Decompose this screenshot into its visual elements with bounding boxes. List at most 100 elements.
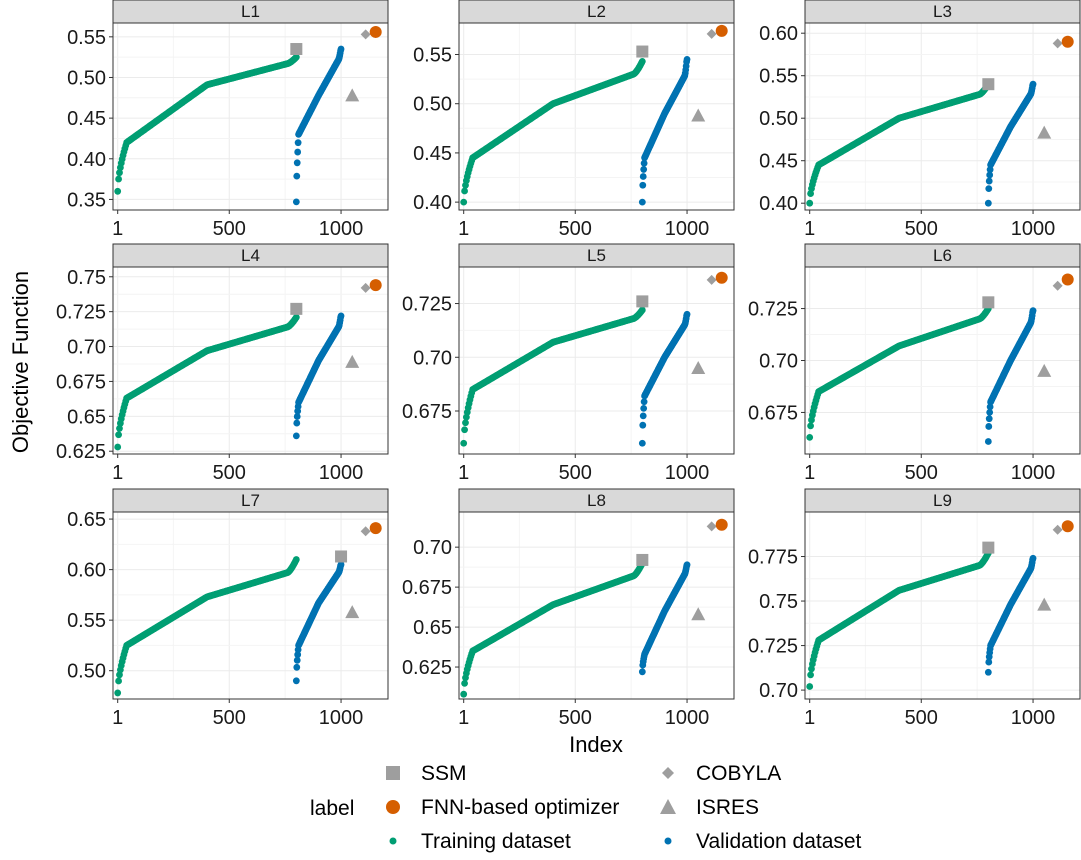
validation-point: [292, 198, 300, 206]
plot-background: [459, 267, 734, 454]
legend-label: Training dataset: [421, 830, 571, 853]
y-tick-label: 0.55: [413, 44, 452, 66]
x-tick-label: 1000: [319, 462, 364, 484]
y-tick-label: 0.40: [413, 192, 452, 214]
validation-point: [984, 668, 992, 676]
validation-point: [984, 199, 992, 207]
legend-dot-icon: [664, 837, 672, 845]
training-point: [462, 419, 469, 427]
y-tick-label: 0.45: [413, 143, 452, 165]
cobyla-marker: [360, 526, 371, 537]
panel-border: [112, 511, 389, 700]
x-tick-label: 1000: [1011, 707, 1056, 729]
facet-strip-label: L7: [241, 491, 260, 510]
training-point: [461, 187, 468, 195]
validation-point: [294, 651, 302, 659]
y-tick-label: 0.75: [759, 591, 798, 613]
validation-point: [985, 658, 993, 666]
y-tick-label: 0.65: [67, 509, 106, 531]
cobyla-marker: [706, 521, 717, 532]
legend-diamond-icon: [662, 767, 674, 779]
validation-point: [1029, 80, 1037, 88]
x-tick-label: 1: [112, 707, 123, 729]
validation-point: [640, 166, 648, 173]
legend-item-fnn-based-optimizer: FNN-based optimizer: [386, 796, 619, 819]
x-tick-label: 1: [804, 218, 815, 240]
y-tick-label: 0.725: [748, 636, 798, 658]
y-tick-label: 0.725: [402, 294, 452, 316]
y-tick-label: 0.60: [759, 23, 798, 45]
isres-marker: [691, 361, 706, 375]
fnn-optimizer-marker: [369, 522, 382, 535]
validation-point: [639, 173, 647, 180]
panel-border: [804, 511, 1081, 700]
facet-strip-label: L2: [587, 2, 606, 21]
cobyla-marker: [1052, 524, 1063, 535]
validation-point: [683, 310, 691, 318]
panel-L4: L4 0.625 0.65 0.675 0.70 0.725 0.75 1 500 1000: [56, 243, 389, 484]
legend-label: FNN-based optimizer: [421, 796, 619, 819]
facet-strip-label: L3: [933, 2, 952, 21]
x-tick-label: 500: [905, 462, 938, 484]
panel-L6: L6 0.675 0.70 0.725 1 500 1000: [748, 243, 1081, 484]
isres-marker: [691, 607, 706, 621]
facet-strip-label: L1: [241, 2, 260, 21]
fnn-optimizer-marker: [715, 24, 728, 37]
validation-point: [1029, 554, 1037, 562]
panel-L3: L3 0.40 0.45 0.50 0.55 0.60 1 500 1000: [759, 0, 1081, 240]
panel-L1: L1 0.35 0.40 0.45 0.50 0.55 1 500 1000: [67, 0, 389, 240]
y-tick-label: 0.70: [67, 337, 106, 359]
x-tick-label: 500: [905, 707, 938, 729]
legend-item-training-dataset: Training dataset: [389, 830, 571, 853]
legend-label: COBYLA: [696, 762, 781, 785]
validation-point: [985, 177, 993, 185]
y-axis-title: Objective Function: [8, 271, 33, 453]
panels-group: L1 0.35 0.40 0.45 0.50 0.55 1 500 1000 L2 0.40 0.45…: [56, 0, 1081, 729]
training-point: [460, 690, 468, 698]
validation-point: [337, 561, 345, 568]
training-point: [292, 313, 300, 321]
training-point: [807, 422, 814, 430]
x-tick-label: 1: [458, 462, 469, 484]
plot-background: [459, 512, 734, 699]
validation-point: [638, 668, 646, 676]
x-tick-label: 1000: [1011, 462, 1056, 484]
isres-marker: [345, 605, 360, 619]
ssm-marker: [636, 295, 649, 308]
legend-title: label: [310, 797, 354, 820]
validation-point: [683, 56, 691, 63]
training-point: [115, 677, 122, 685]
y-tick-label: 0.50: [67, 67, 106, 89]
y-tick-label: 0.55: [67, 27, 106, 49]
panel-L7: L7 0.50 0.55 0.60 0.65 1 500 1000: [67, 488, 389, 729]
fnn-optimizer-marker: [715, 518, 728, 531]
y-tick-label: 0.625: [56, 441, 106, 463]
validation-point: [985, 415, 993, 423]
panel-border: [112, 266, 389, 455]
y-tick-label: 0.725: [56, 302, 106, 324]
validation-point: [293, 656, 301, 664]
y-tick-label: 0.675: [56, 371, 106, 393]
fnn-optimizer-marker: [369, 25, 382, 38]
isres-marker: [1037, 125, 1052, 139]
legend-triangle-icon: [660, 799, 676, 814]
validation-point: [293, 663, 301, 671]
validation-point: [986, 408, 994, 416]
panel-border: [458, 22, 735, 211]
x-tick-label: 1: [804, 462, 815, 484]
training-point: [115, 431, 122, 439]
validation-point: [292, 677, 300, 685]
isres-marker: [345, 354, 360, 368]
y-tick-label: 0.775: [748, 547, 798, 569]
fnn-optimizer-marker: [369, 279, 382, 292]
validation-point: [985, 423, 993, 430]
legend-item-isres: ISRES: [660, 796, 759, 819]
y-tick-label: 0.65: [67, 406, 106, 428]
validation-point: [985, 185, 993, 192]
x-tick-label: 500: [905, 218, 938, 240]
cobyla-marker: [360, 29, 371, 40]
panel-L8: L8 0.625 0.65 0.675 0.70 1 500 1000: [402, 488, 735, 729]
training-point: [638, 306, 646, 314]
facet-strip-label: L9: [933, 491, 952, 510]
